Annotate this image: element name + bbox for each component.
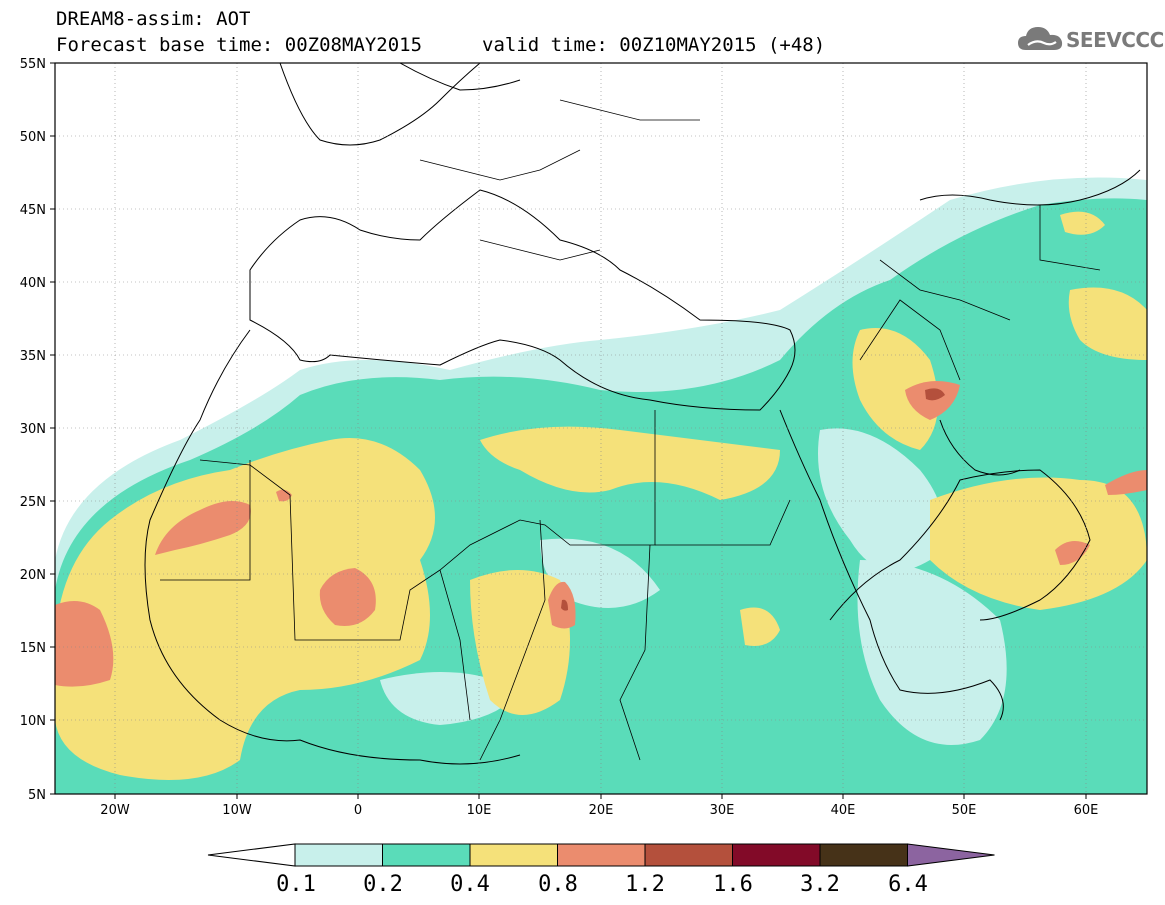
lon-label: 20E [589, 803, 614, 818]
lon-label: 20W [100, 803, 130, 818]
coastlines [144, 63, 1141, 765]
colorbar-label: 0.8 [538, 872, 578, 897]
title-line-1: DREAM8-assim: AOT [56, 8, 251, 30]
lat-label: 5N [28, 788, 46, 803]
colorbar-label: 0.4 [450, 872, 490, 897]
aot-field-high [55, 381, 1147, 687]
lon-label: 0 [354, 803, 362, 818]
colorbar-label: 3.2 [800, 872, 840, 897]
colorbar-label: 0.2 [363, 872, 403, 897]
aot-field-medium [55, 211, 1147, 780]
lon-label: 60E [1074, 803, 1099, 818]
lat-label: 45N [20, 203, 46, 218]
lat-label: 10N [20, 714, 46, 729]
lon-label: 10W [222, 803, 252, 818]
colorbar-label: 0.1 [276, 872, 316, 897]
country-borders [160, 99, 1101, 761]
colorbar-label: 1.6 [713, 872, 753, 897]
colorbar-label: 1.2 [625, 872, 665, 897]
lat-label: 20N [20, 568, 46, 583]
lon-label: 50E [952, 803, 977, 818]
lat-label: 55N [20, 57, 46, 72]
title-line-3: valid time: 00Z10MAY2015 (+48) [482, 34, 826, 56]
lon-label: 40E [831, 803, 856, 818]
lat-label: 50N [20, 130, 46, 145]
lat-label: 40N [20, 276, 46, 291]
lat-label: 15N [20, 641, 46, 656]
lat-label: 25N [20, 495, 46, 510]
lon-label: 30E [710, 803, 735, 818]
lon-label: 10E [467, 803, 492, 818]
aot-field-very-high [561, 388, 945, 611]
logo-text: SEEVCCC [1066, 28, 1164, 52]
cloud-logo-icon [1018, 27, 1063, 50]
lat-label: 35N [20, 349, 46, 364]
title-line-2: Forecast base time: 00Z08MAY2015 [56, 34, 423, 56]
colorbar-label: 6.4 [888, 872, 928, 897]
aot-map: 55N 50N 45N 40N 35N 30N 25N 20N 15N 10N … [20, 57, 1148, 818]
lat-label: 30N [20, 422, 46, 437]
